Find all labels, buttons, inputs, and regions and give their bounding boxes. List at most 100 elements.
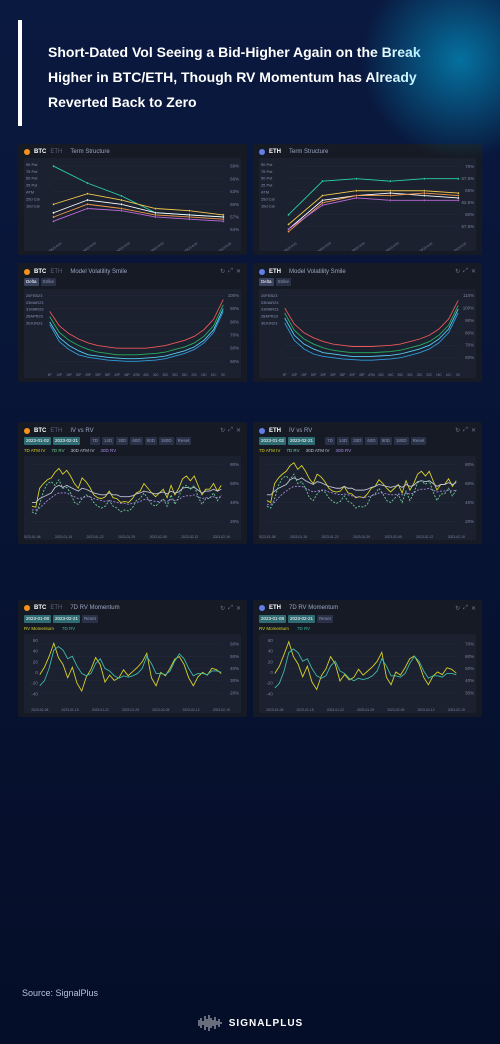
card-btc-rv-momentum: BTC ETH 7D RV Momentum ↻ ⤢ ✕ 2023-01-08 …: [18, 600, 247, 717]
svg-text:30JUN23-8:00: 30JUN23-8:00: [213, 241, 232, 251]
asset-label-btc[interactable]: BTC: [34, 605, 46, 611]
asset-label-eth-inactive[interactable]: ETH: [50, 605, 62, 611]
expand-icon[interactable]: ⤢: [463, 605, 468, 612]
svg-text:15P: 15P: [301, 373, 307, 377]
svg-text:30%: 30%: [230, 678, 239, 683]
chip-180d[interactable]: 180D: [394, 437, 409, 445]
refresh-icon[interactable]: ↻: [455, 427, 460, 434]
asset-label-eth-inactive[interactable]: ETH: [50, 428, 62, 434]
chip-60d[interactable]: 60D: [130, 437, 142, 445]
date-from[interactable]: 2023-01-08: [24, 615, 51, 623]
close-icon[interactable]: ✕: [471, 605, 476, 612]
svg-text:70%: 70%: [230, 333, 239, 338]
tab-strike[interactable]: Strike: [41, 278, 57, 286]
chip-90d[interactable]: 90D: [380, 437, 392, 445]
svg-text:2023-01-29: 2023-01-29: [118, 535, 135, 539]
chip-reset[interactable]: Reset: [411, 437, 427, 445]
panel-title: 7D RV Momentum: [70, 605, 119, 611]
svg-text:80%: 80%: [465, 462, 474, 467]
chip-30d[interactable]: 30D: [351, 437, 363, 445]
chip-90d[interactable]: 90D: [145, 437, 157, 445]
svg-text:90%: 90%: [465, 318, 474, 323]
refresh-icon[interactable]: ↻: [455, 605, 460, 612]
asset-label-eth[interactable]: ETH: [269, 605, 281, 611]
close-icon[interactable]: ✕: [471, 427, 476, 434]
svg-text:70%: 70%: [465, 164, 474, 169]
asset-label-eth[interactable]: ETH: [269, 269, 281, 275]
asset-label-eth-inactive[interactable]: ETH: [50, 149, 62, 155]
refresh-icon[interactable]: ↻: [220, 427, 225, 434]
svg-text:65%: 65%: [465, 188, 474, 193]
asset-label-eth[interactable]: ETH: [269, 149, 281, 155]
footer-logo: SIGNALPLUS: [0, 1014, 500, 1032]
svg-text:100%: 100%: [228, 293, 239, 298]
chip-7d[interactable]: 7D: [325, 437, 335, 445]
chip-14d[interactable]: 14D: [102, 437, 114, 445]
svg-text:60%: 60%: [465, 654, 474, 659]
chip-180d[interactable]: 180D: [159, 437, 174, 445]
chip-14d[interactable]: 14D: [337, 437, 349, 445]
svg-text:-40: -40: [266, 691, 273, 696]
date-to[interactable]: 2023-02-21: [53, 437, 80, 445]
chip-60d[interactable]: 60D: [365, 437, 377, 445]
close-icon[interactable]: ✕: [236, 605, 241, 612]
close-icon[interactable]: ✕: [471, 268, 476, 275]
asset-label-btc[interactable]: BTC: [34, 428, 46, 434]
rv-momentum-eth-chart: 30%40%50%60%70%-40-2002040602023-01-0820…: [259, 634, 476, 713]
asset-label-eth[interactable]: ETH: [269, 428, 281, 434]
date-from[interactable]: 2023-01-08: [259, 615, 286, 623]
chip-7d[interactable]: 7D: [90, 437, 100, 445]
svg-text:50 Put: 50 Put: [26, 175, 38, 180]
svg-text:50 Put: 50 Put: [261, 175, 273, 180]
chip-reset[interactable]: Reset: [317, 615, 333, 623]
eth-dot-icon: [259, 428, 265, 434]
date-to[interactable]: 2023-02-21: [53, 615, 80, 623]
refresh-icon[interactable]: ↻: [220, 605, 225, 612]
expand-icon[interactable]: ⤢: [228, 268, 233, 275]
tab-delta[interactable]: Delta: [259, 278, 274, 286]
panel-title: IV vs RV: [289, 428, 312, 434]
svg-text:62.5%: 62.5%: [461, 200, 474, 205]
svg-text:20P: 20P: [311, 373, 317, 377]
refresh-icon[interactable]: ↻: [455, 268, 460, 275]
legend-30d-atm-iv: 30D ATM IV: [306, 448, 330, 453]
chip-reset[interactable]: Reset: [176, 437, 192, 445]
date-to[interactable]: 2023-02-21: [288, 437, 315, 445]
date-to[interactable]: 2023-02-21: [288, 615, 315, 623]
svg-text:30JUN23: 30JUN23: [26, 321, 43, 326]
svg-text:40%: 40%: [230, 666, 239, 671]
tab-strike[interactable]: Strike: [276, 278, 292, 286]
svg-text:60%: 60%: [230, 641, 239, 646]
asset-label-btc[interactable]: BTC: [34, 269, 46, 275]
legend-rv-momentum: RV Momentum: [259, 626, 289, 631]
legend-7d-rv: 7D RV: [62, 626, 75, 631]
svg-text:2023-02-12: 2023-02-12: [182, 708, 199, 712]
expand-icon[interactable]: ⤢: [463, 427, 468, 434]
svg-text:25d Cal: 25d Cal: [26, 196, 40, 201]
svg-text:2023-01-15: 2023-01-15: [290, 535, 307, 539]
asset-label-eth-inactive[interactable]: ETH: [50, 269, 62, 275]
legend-7d-atm-iv: 7D ATM IV: [259, 448, 280, 453]
expand-icon[interactable]: ⤢: [463, 268, 468, 275]
expand-icon[interactable]: ⤢: [228, 427, 233, 434]
refresh-icon[interactable]: ↻: [220, 268, 225, 275]
svg-text:2023-01-22: 2023-01-22: [321, 535, 338, 539]
panel-title: Model Volatility Smile: [289, 269, 346, 275]
asset-label-btc[interactable]: BTC: [34, 149, 46, 155]
svg-text:2023-01-08: 2023-01-08: [259, 535, 276, 539]
chip-30d[interactable]: 30D: [116, 437, 128, 445]
close-icon[interactable]: ✕: [236, 427, 241, 434]
date-from[interactable]: 2023-01-02: [24, 437, 51, 445]
panel-title: IV vs RV: [70, 428, 93, 434]
svg-text:60: 60: [268, 638, 273, 643]
svg-text:03MAR23: 03MAR23: [261, 300, 279, 305]
chip-reset[interactable]: Reset: [82, 615, 98, 623]
date-from[interactable]: 2023-01-02: [259, 437, 286, 445]
eth-dot-icon: [259, 605, 265, 611]
tab-delta[interactable]: Delta: [24, 278, 39, 286]
row-rv-momentum: BTC ETH 7D RV Momentum ↻ ⤢ ✕ 2023-01-08 …: [0, 596, 500, 721]
svg-text:28APR23-8:00: 28APR23-8:00: [414, 241, 433, 251]
close-icon[interactable]: ✕: [236, 268, 241, 275]
svg-text:10d Cal: 10d Cal: [26, 203, 40, 208]
expand-icon[interactable]: ⤢: [228, 605, 233, 612]
